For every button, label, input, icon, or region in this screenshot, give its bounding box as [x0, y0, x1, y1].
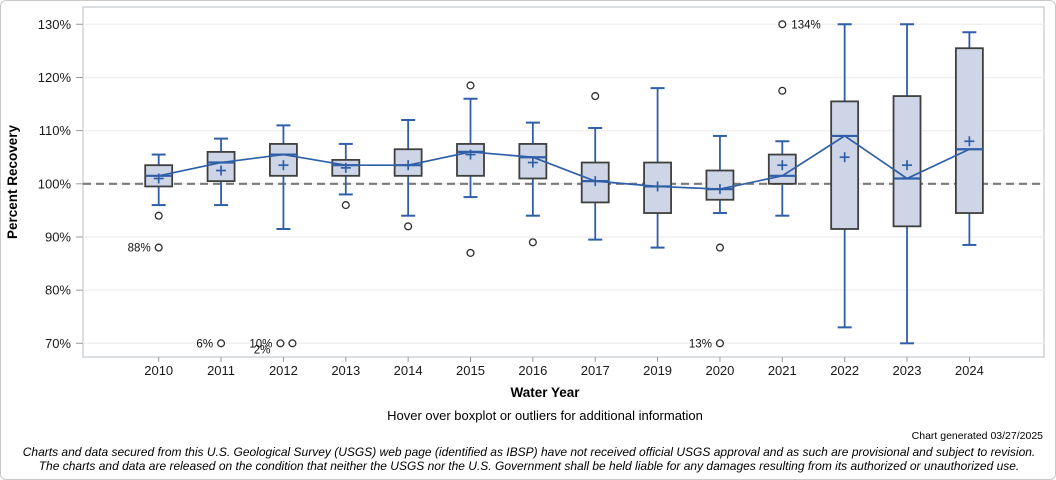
outlier-label: 88%: [128, 243, 151, 255]
outlier-point[interactable]: [778, 20, 787, 29]
outlier-point[interactable]: [341, 201, 350, 210]
outlier-point[interactable]: [154, 211, 163, 220]
outlier-point[interactable]: [217, 339, 226, 348]
outlier-point[interactable]: [715, 339, 724, 348]
outlier-label: 10%: [249, 338, 272, 350]
x-tick-label: 2020: [705, 363, 734, 378]
x-tick-label: 2011: [207, 363, 235, 378]
outlier-point[interactable]: [591, 92, 600, 101]
x-tick-label: 2014: [394, 363, 423, 378]
iqr-box[interactable]: [456, 143, 485, 177]
plot-area[interactable]: 70% 80% 90% 100% 110% 120% 130% 2010 2011 2012 201…: [38, 6, 1045, 378]
outlier-point[interactable]: [528, 238, 537, 247]
iqr-box[interactable]: [830, 100, 860, 230]
x-tick-label: 2012: [269, 363, 298, 378]
plot-frame: [82, 6, 1045, 358]
y-tick-label: 120%: [38, 70, 72, 85]
boxplot-2022[interactable]: [830, 23, 860, 329]
outlier-point[interactable]: [404, 222, 413, 231]
x-tick-label: 2023: [893, 363, 922, 378]
y-tick-label: 130%: [38, 17, 72, 32]
iqr-box[interactable]: [954, 47, 984, 214]
disclaimer-line-1: Charts and data secured from this U.S. G…: [23, 445, 1036, 459]
hover-note: Hover over boxplot or outliers for addit…: [387, 408, 703, 423]
y-tick-label: 110%: [39, 123, 72, 138]
y-tick-label: 90%: [45, 229, 71, 244]
x-tick-label: 2024: [955, 363, 984, 378]
boxplot-2010[interactable]: [144, 153, 174, 207]
boxplot-2011[interactable]: [206, 137, 236, 207]
boxplot-2023[interactable]: [892, 23, 922, 345]
iqr-box[interactable]: [892, 95, 922, 228]
outlier-label: 134%: [791, 19, 820, 31]
x-axis-title: Water Year: [510, 385, 580, 400]
x-tick-label: 2016: [518, 363, 547, 378]
outlier-point[interactable]: [715, 243, 724, 252]
outlier-point[interactable]: [276, 339, 285, 348]
chart-generated-date: Chart generated 03/27/2025: [912, 430, 1044, 442]
boxplot-2024[interactable]: [954, 31, 984, 246]
x-tick-label: 2013: [331, 363, 360, 378]
disclaimer-line-2: The charts and data are released on the …: [39, 459, 1020, 473]
outlier-label: 2%: [254, 344, 271, 356]
x-tick-label: 2015: [456, 363, 485, 378]
y-tick-label: 80%: [45, 283, 71, 298]
median-connect-line: [158, 134, 970, 190]
outlier-point[interactable]: [466, 81, 475, 90]
outlier-point[interactable]: [154, 243, 163, 252]
boxplot-2019[interactable]: [643, 87, 672, 249]
y-tick-label: 100%: [38, 176, 72, 191]
outlier-point[interactable]: [778, 86, 787, 95]
x-tick-label: 2019: [643, 363, 672, 378]
x-tick-label: 2021: [768, 363, 797, 378]
x-tick-label: 2022: [830, 363, 859, 378]
x-tick-label: 2010: [144, 363, 173, 378]
outlier-point[interactable]: [288, 339, 297, 348]
boxplot-2012[interactable]: [269, 124, 298, 230]
outlier-point[interactable]: [466, 248, 475, 257]
y-tick-label: 70%: [45, 336, 71, 351]
outlier-label: 13%: [689, 338, 712, 350]
y-axis-title: Percent Recovery: [5, 124, 20, 239]
iqr-box[interactable]: [269, 143, 298, 177]
outlier-label: 6%: [196, 338, 213, 350]
x-tick-label: 2017: [581, 363, 610, 378]
